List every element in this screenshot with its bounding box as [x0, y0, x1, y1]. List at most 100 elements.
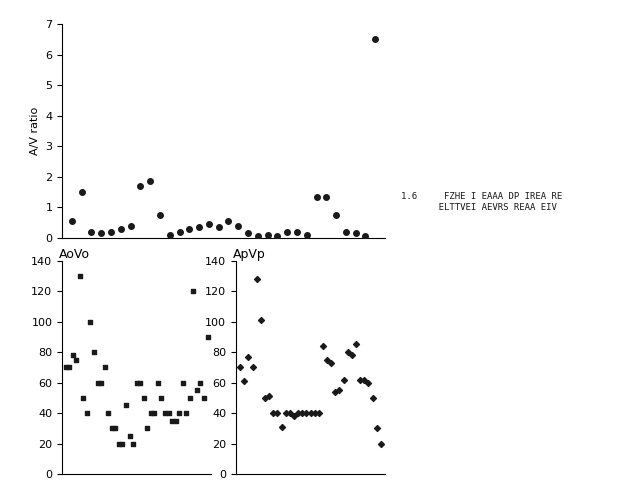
- Point: [204, 220, 214, 228]
- Point: [194, 223, 204, 231]
- Point: [199, 394, 209, 402]
- Point: [214, 223, 224, 231]
- Point: [185, 394, 195, 402]
- Point: [302, 231, 312, 239]
- Point: [155, 211, 165, 219]
- Point: [235, 363, 245, 371]
- Point: [107, 424, 117, 432]
- Point: [360, 376, 369, 384]
- Point: [331, 211, 341, 219]
- Point: [121, 401, 131, 409]
- Point: [175, 409, 184, 417]
- Text: ApVp: ApVp: [233, 248, 266, 260]
- Point: [188, 287, 198, 295]
- Point: [243, 353, 253, 361]
- Point: [142, 424, 152, 432]
- Point: [322, 356, 332, 364]
- Point: [153, 379, 163, 387]
- Point: [82, 409, 92, 417]
- Point: [341, 228, 351, 236]
- Point: [77, 188, 87, 196]
- Point: [93, 379, 102, 387]
- Point: [306, 409, 315, 417]
- Point: [202, 333, 212, 341]
- Point: [338, 376, 348, 384]
- Point: [163, 409, 173, 417]
- Point: [281, 409, 291, 417]
- Point: [252, 275, 261, 283]
- Point: [196, 379, 206, 387]
- Point: [96, 379, 106, 387]
- Point: [372, 424, 382, 432]
- Point: [363, 379, 373, 387]
- Point: [310, 409, 320, 417]
- Point: [160, 409, 170, 417]
- Y-axis label: A/V ratio: A/V ratio: [30, 107, 40, 155]
- Point: [135, 379, 145, 387]
- Point: [150, 409, 160, 417]
- Point: [103, 409, 113, 417]
- Point: [178, 379, 188, 387]
- Point: [78, 394, 88, 402]
- Point: [335, 386, 345, 394]
- Point: [248, 363, 258, 371]
- Point: [135, 182, 145, 190]
- Point: [165, 231, 175, 239]
- Point: [351, 229, 361, 237]
- Point: [263, 231, 273, 239]
- Point: [89, 348, 99, 356]
- Point: [96, 229, 106, 237]
- Point: [239, 377, 249, 385]
- Point: [312, 193, 322, 201]
- Point: [273, 232, 283, 240]
- Point: [268, 409, 278, 417]
- Point: [145, 177, 155, 185]
- Point: [360, 232, 370, 240]
- Point: [167, 417, 177, 425]
- Point: [330, 388, 340, 396]
- Point: [233, 222, 243, 230]
- Point: [125, 432, 135, 440]
- Point: [260, 394, 270, 402]
- Point: [86, 317, 96, 325]
- Point: [116, 225, 126, 233]
- Point: [184, 225, 194, 233]
- Point: [111, 424, 120, 432]
- Point: [61, 363, 71, 371]
- Point: [368, 394, 378, 402]
- Point: [256, 316, 266, 324]
- Point: [276, 423, 286, 431]
- Point: [314, 409, 324, 417]
- Point: [321, 193, 331, 201]
- Point: [376, 440, 386, 448]
- Point: [318, 342, 328, 350]
- Point: [106, 228, 116, 236]
- Point: [243, 229, 253, 237]
- Point: [192, 386, 202, 394]
- Point: [292, 228, 302, 236]
- Point: [181, 409, 191, 417]
- Point: [289, 412, 299, 420]
- Text: 1.6     FZHE I EAAA DP IREA RE
       ELTTVEI AEVRS REAA EIV: 1.6 FZHE I EAAA DP IREA RE ELTTVEI AEVRS…: [401, 193, 562, 212]
- Text: AoVo: AoVo: [59, 248, 90, 260]
- Point: [326, 359, 336, 367]
- Point: [114, 440, 124, 448]
- Point: [64, 363, 74, 371]
- Point: [224, 217, 233, 225]
- Point: [282, 228, 292, 236]
- Point: [297, 409, 307, 417]
- Point: [146, 409, 156, 417]
- Point: [264, 392, 274, 400]
- Point: [128, 440, 138, 448]
- Point: [71, 356, 81, 364]
- Point: [293, 409, 303, 417]
- Point: [355, 376, 365, 384]
- Point: [343, 348, 353, 356]
- Point: [285, 409, 295, 417]
- Point: [253, 232, 263, 240]
- Point: [100, 363, 110, 371]
- Point: [156, 394, 166, 402]
- Point: [75, 272, 85, 280]
- Point: [138, 394, 148, 402]
- Point: [370, 35, 380, 43]
